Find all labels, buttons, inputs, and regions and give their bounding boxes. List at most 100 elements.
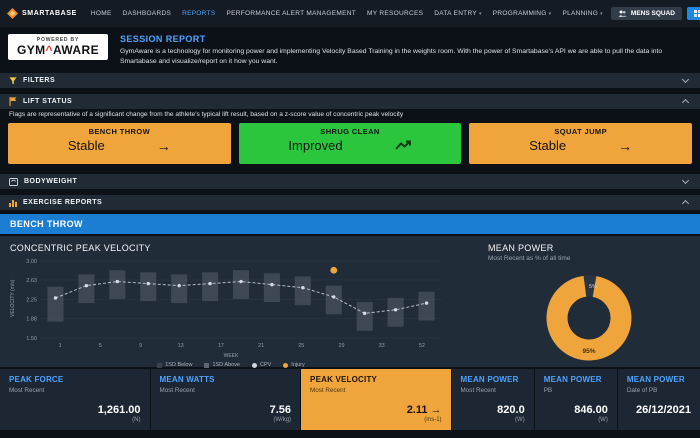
- page-title: SESSION REPORT: [119, 34, 206, 44]
- mean-power-title: MEAN POWER: [488, 243, 554, 254]
- nav-item-home[interactable]: HOME: [90, 10, 112, 17]
- svg-text:9: 9: [139, 343, 142, 349]
- report-header-text: SESSION REPORT GymAware is a technology …: [120, 34, 692, 67]
- chevron-up-icon: [681, 99, 690, 107]
- gymaware-brand: GYM^AWARE: [17, 43, 99, 57]
- stat-card-subtitle: PB: [543, 387, 553, 395]
- stat-card-subtitle: Most Recent: [310, 387, 346, 395]
- stat-card-title: MEAN WATTS: [159, 375, 215, 385]
- gymaware-caret-mark: ^: [45, 43, 53, 57]
- filter-icon: [9, 77, 17, 85]
- section-bar-exercise-reports[interactable]: EXERCISE REPORTS: [0, 195, 700, 211]
- exercise-banner: BENCH THROW: [0, 214, 700, 235]
- top-navigation-bar: SMARTABASE HOME DASHBOARDS REPORTS PERFORMA…: [0, 0, 700, 27]
- legend-label: Injury: [291, 362, 305, 369]
- nav-item-data-entry[interactable]: DATA ENTRY ▾: [434, 10, 482, 17]
- stat-card-subtitle: Most Recent: [159, 387, 195, 395]
- stat-card-unit: (N): [132, 417, 141, 424]
- svg-text:52: 52: [419, 343, 425, 349]
- svg-text:21: 21: [258, 343, 264, 349]
- lift-status-text: Stable: [67, 138, 105, 154]
- stat-card-value: 820.0: [497, 404, 525, 417]
- stat-card-title: MEAN POWER: [543, 375, 602, 385]
- trending-up-icon: [394, 140, 412, 151]
- nav-item-planning[interactable]: PLANNING ▾: [562, 10, 603, 17]
- stat-card-subtitle: Most Recent: [9, 387, 45, 395]
- nav-item-performance-alert-management[interactable]: PERFORMANCE ALERT MANAGEMENT: [226, 10, 357, 17]
- cpv-chart-wrap: VELOCITY (m/s) 3.00 2.63 2.25 1.88 1.50 1 5 9 13…: [10, 256, 472, 368]
- chevron-down-icon: [681, 177, 690, 185]
- nav-item-my-resources[interactable]: MY RESOURCES: [367, 10, 424, 17]
- nav-item-programming[interactable]: PROGRAMMING ▾: [492, 10, 552, 17]
- svg-text:1.50: 1.50: [26, 336, 37, 342]
- section-bar-bodyweight[interactable]: BODYWEIGHT: [0, 174, 700, 190]
- legend-swatch: [204, 362, 210, 368]
- top-actions: MENS SQUAD MATCH ●●●: [610, 7, 700, 20]
- section-label-exercise-reports: EXERCISE REPORTS: [23, 199, 103, 207]
- stat-card-title: MEAN POWER: [460, 375, 519, 385]
- stat-card-unit: (ms-1): [424, 417, 442, 424]
- flag-icon: [9, 97, 17, 107]
- legend-item-cpv: CPV: [251, 362, 271, 368]
- section-bar-lift-status[interactable]: LIFT STATUS: [0, 94, 700, 110]
- section-bar-filters[interactable]: FILTERS: [0, 73, 700, 89]
- stat-card-value: 1,261.00: [97, 404, 141, 417]
- stat-card-title: PEAK VELOCITY: [310, 375, 378, 385]
- mean-power-donut-chart: 95% 5%: [546, 275, 632, 361]
- stat-card-unit: (W/kg): [273, 417, 292, 424]
- svg-text:2.25: 2.25: [26, 298, 37, 304]
- stat-card-mean-power-date-of-pb: MEAN POWER Date of PB 26/12/2021: [617, 369, 700, 431]
- section-label-lift-status: LIFT STATUS: [23, 98, 73, 106]
- lift-status-card-shrug-clean: SHRUG CLEAN Improved: [238, 123, 462, 165]
- squad-button[interactable]: MENS SQUAD: [610, 7, 682, 20]
- nav-item-dashboards[interactable]: DASHBOARDS: [122, 10, 172, 17]
- svg-text:1.88: 1.88: [26, 317, 37, 323]
- stat-card-peak-force-most-recent: PEAK FORCE Most Recent 1,261.00 (N): [0, 369, 150, 431]
- lift-status-card-squat-jump: SQUAT JUMP Stable →: [469, 123, 693, 165]
- lift-exercise-name: SHRUG CLEAN: [320, 127, 380, 137]
- smartabase-logo[interactable]: SMARTABASE: [7, 8, 77, 19]
- chevron-down-icon: [681, 76, 690, 84]
- legend-item-injury: Injury: [283, 362, 305, 369]
- legend-label: 1SD Below: [165, 362, 193, 369]
- legend-swatch: [283, 362, 289, 368]
- lift-status-row: Stable →: [479, 138, 682, 153]
- chevron-up-icon: [681, 200, 690, 208]
- svg-text:2.63: 2.63: [26, 278, 37, 284]
- legend-label: 1SD Above: [212, 362, 240, 369]
- svg-text:5%: 5%: [589, 284, 597, 290]
- gymaware-logo: POWERED BY GYM^AWARE: [8, 34, 108, 60]
- nav-item-reports[interactable]: REPORTS: [182, 10, 216, 17]
- report-description: GymAware is a technology for monitoring …: [119, 48, 663, 66]
- legend-swatch: [157, 362, 163, 368]
- svg-text:13: 13: [178, 343, 184, 349]
- stat-card-unit: (W): [515, 417, 525, 424]
- smartabase-icon: [7, 8, 18, 19]
- lift-status-text: Improved: [288, 138, 343, 154]
- chevron-down-icon: ▾: [478, 11, 482, 17]
- lift-status-card-bench-throw: BENCH THROW Stable →: [8, 123, 231, 165]
- main-nav: HOME DASHBOARDS REPORTS PERFORMANCE ALERT M…: [91, 10, 603, 17]
- stat-card-title: MEAN POWER: [626, 375, 685, 385]
- cpv-chart-panel: CONCENTRIC PEAK VELOCITY VELOCITY (m/s) …: [10, 243, 472, 368]
- cpv-legend: 1SD Below 1SD Above CPV Injury: [16, 362, 446, 368]
- stat-card-value: 846.00: [574, 404, 608, 417]
- stat-card-mean-watts-most-recent: MEAN WATTS Most Recent 7.56 (W/kg): [150, 369, 301, 431]
- match-button[interactable]: MATCH: [686, 7, 700, 20]
- stat-cards-row: PEAK FORCE Most Recent 1,261.00 (N) MEAN WAT…: [0, 369, 700, 431]
- svg-text:95%: 95%: [582, 348, 595, 355]
- gymaware-powered-by: POWERED BY: [36, 37, 80, 43]
- legend-item-1sd-above: 1SD Above: [204, 362, 240, 368]
- stat-card-title: PEAK FORCE: [9, 375, 64, 385]
- stat-card-value: 7.56: [269, 404, 292, 417]
- arrow-right-icon: →: [156, 137, 171, 154]
- scale-icon: [9, 177, 18, 186]
- svg-text:5: 5: [99, 343, 102, 349]
- svg-text:17: 17: [218, 343, 224, 349]
- chevron-down-icon: ▾: [548, 11, 552, 17]
- lift-status-cards: BENCH THROW Stable → SHRUG CLEAN Improved SQU…: [0, 123, 700, 165]
- legend-item-1sd-below: 1SD Below: [157, 362, 192, 368]
- lift-status-text: Stable: [529, 138, 567, 154]
- stat-card-unit: [627, 417, 691, 424]
- cpv-x-axis-label: WEEK: [223, 353, 239, 360]
